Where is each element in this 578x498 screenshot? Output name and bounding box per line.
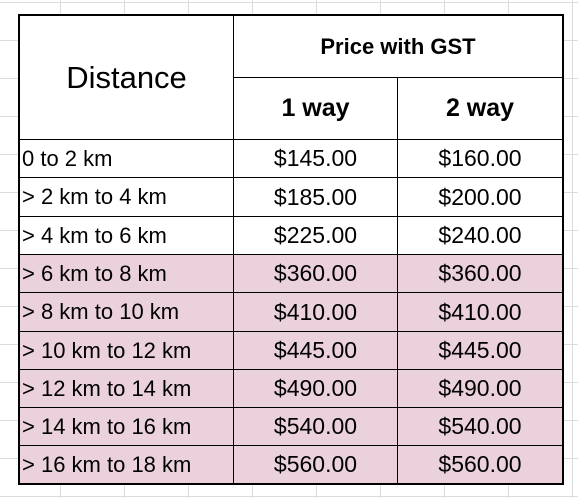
distance-cell[interactable]: 0 to 2 km <box>18 139 234 178</box>
distance-cell[interactable]: > 12 km to 14 km <box>18 369 234 408</box>
two-way-price-cell[interactable]: $560.00 <box>397 445 564 485</box>
distance-cell[interactable]: > 6 km to 8 km <box>18 254 234 293</box>
one-way-price-cell[interactable]: $410.00 <box>233 292 398 332</box>
header-one-way[interactable]: 1 way <box>233 77 398 140</box>
one-way-price-cell[interactable]: $490.00 <box>233 369 398 408</box>
distance-cell[interactable]: > 16 km to 18 km <box>18 445 234 485</box>
two-way-price-cell[interactable]: $360.00 <box>397 254 564 293</box>
distance-cell[interactable]: > 14 km to 16 km <box>18 407 234 446</box>
distance-cell[interactable]: > 8 km to 10 km <box>18 292 234 332</box>
one-way-price-cell[interactable]: $145.00 <box>233 139 398 178</box>
price-table: Distance Price with GST 1 way 2 way 0 to… <box>18 14 564 485</box>
header-two-way[interactable]: 2 way <box>397 77 564 140</box>
one-way-price-cell[interactable]: $185.00 <box>233 177 398 217</box>
one-way-price-cell[interactable]: $360.00 <box>233 254 398 293</box>
distance-cell[interactable]: > 4 km to 6 km <box>18 216 234 255</box>
two-way-price-cell[interactable]: $240.00 <box>397 216 564 255</box>
header-distance[interactable]: Distance <box>18 14 234 140</box>
two-way-price-cell[interactable]: $410.00 <box>397 292 564 332</box>
one-way-price-cell[interactable]: $225.00 <box>233 216 398 255</box>
two-way-price-cell[interactable]: $200.00 <box>397 177 564 217</box>
two-way-price-cell[interactable]: $160.00 <box>397 139 564 178</box>
distance-cell[interactable]: > 10 km to 12 km <box>18 331 234 370</box>
one-way-price-cell[interactable]: $540.00 <box>233 407 398 446</box>
two-way-price-cell[interactable]: $540.00 <box>397 407 564 446</box>
one-way-price-cell[interactable]: $560.00 <box>233 445 398 485</box>
two-way-price-cell[interactable]: $490.00 <box>397 369 564 408</box>
header-price-with-gst[interactable]: Price with GST <box>233 14 564 78</box>
one-way-price-cell[interactable]: $445.00 <box>233 331 398 370</box>
two-way-price-cell[interactable]: $445.00 <box>397 331 564 370</box>
distance-cell[interactable]: > 2 km to 4 km <box>18 177 234 217</box>
